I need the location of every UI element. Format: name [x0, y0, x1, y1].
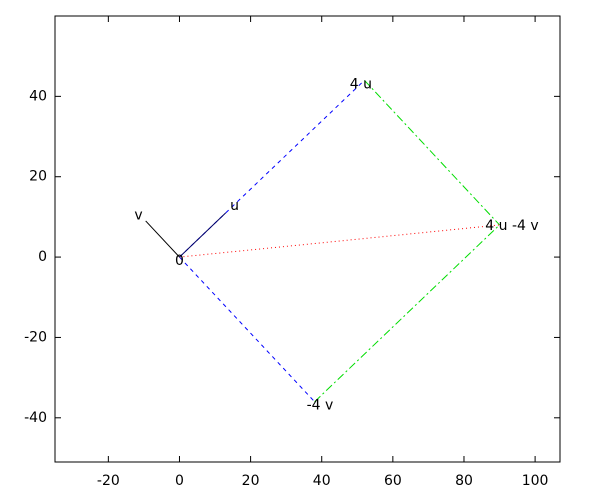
point-label: -4 v [307, 398, 334, 414]
y-tick-label: 0 [38, 249, 47, 265]
segment [179, 256, 315, 403]
segment [179, 212, 227, 258]
segment [314, 224, 500, 403]
plot-frame [54, 15, 561, 463]
y-tick-label: -20 [24, 329, 47, 345]
segment [364, 79, 500, 226]
point-label: 4 u -4 v [485, 218, 538, 234]
x-tick-label: 0 [175, 473, 184, 489]
x-tick-label: 80 [455, 473, 473, 489]
point-label: 0 [175, 253, 184, 269]
x-tick-label: 60 [384, 473, 402, 489]
x-tick-label: 20 [242, 473, 260, 489]
segment [179, 224, 500, 258]
y-tick-label: 20 [29, 169, 47, 185]
point-label: v [134, 207, 142, 223]
x-tick-label: 40 [313, 473, 331, 489]
point-label: 4 u [350, 76, 372, 92]
point-label: u [230, 198, 239, 214]
x-tick-label: 100 [522, 473, 549, 489]
x-tick-label: -20 [97, 473, 120, 489]
y-tick-label: 40 [29, 88, 47, 104]
segment [145, 220, 180, 258]
y-tick-label: -40 [24, 410, 47, 426]
